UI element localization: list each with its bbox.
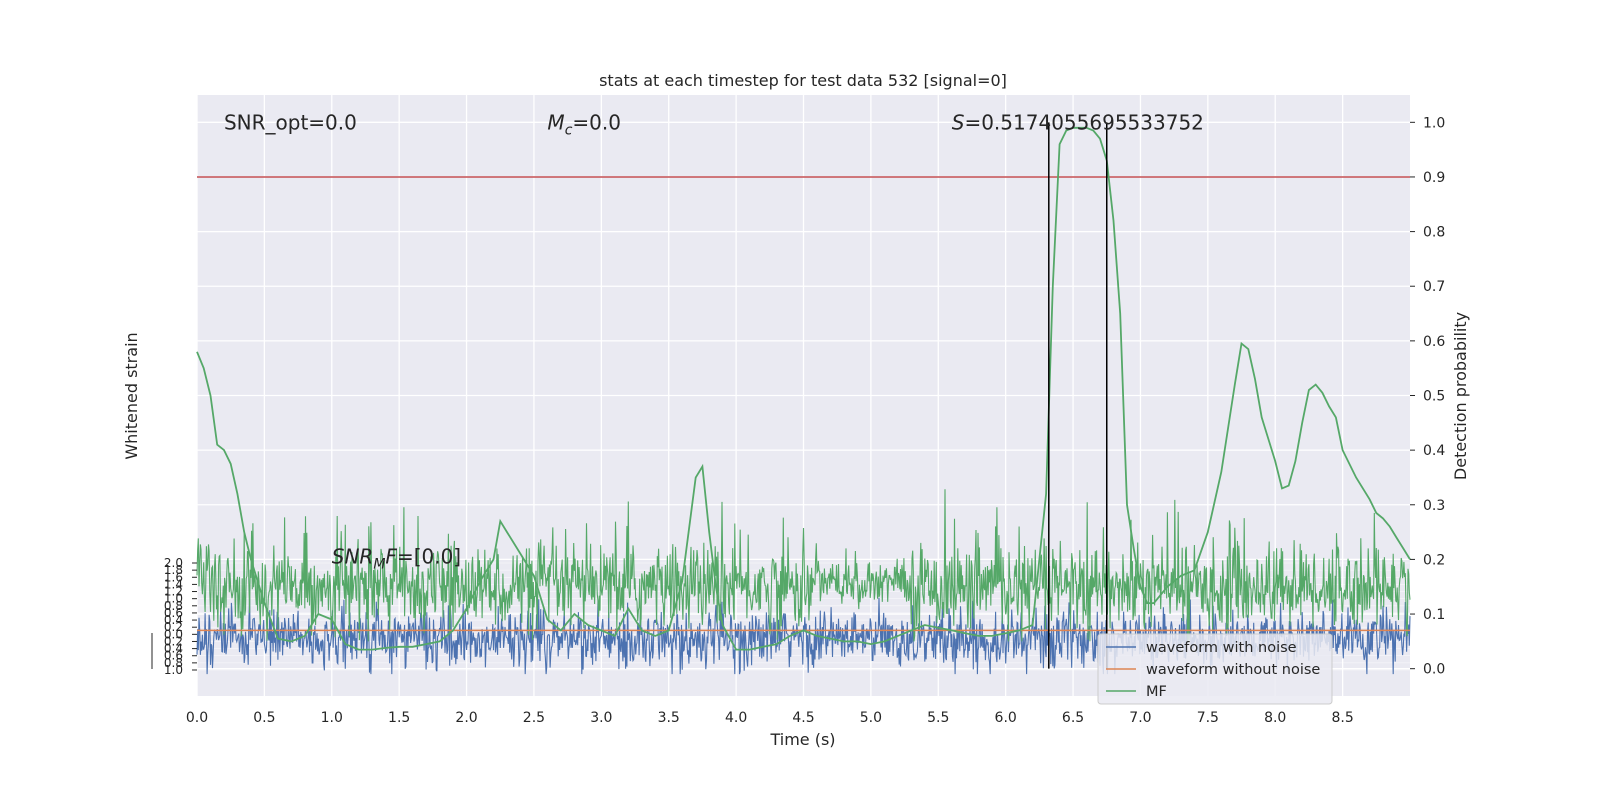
x-tick-label: 7.0: [1129, 710, 1151, 726]
x-tick-label: 8.0: [1264, 710, 1286, 726]
x-tick-label: 7.5: [1197, 710, 1219, 726]
annotation-part: M: [547, 110, 564, 134]
x-tick-label: 4.0: [725, 710, 747, 726]
legend: waveform with noise waveform without noi…: [1097, 633, 1333, 705]
x-tick-label: 3.5: [658, 710, 680, 726]
x-tick-label: 1.0: [321, 710, 343, 726]
x-tick-label: 2.5: [523, 710, 545, 726]
right-y-tick-label: 0.8: [1423, 225, 1445, 241]
left-y-tick-label: 0.2: [164, 620, 183, 634]
annotation-1: Mc=0.0: [547, 110, 621, 138]
x-axis-label: Time (s): [769, 730, 835, 749]
left-y-tick-label: 0.4: [164, 613, 183, 627]
legend-label-waveform-with-noise: waveform with noise: [1146, 640, 1297, 656]
x-tick-label: 0.5: [253, 710, 275, 726]
x-tick-label: 5.0: [860, 710, 882, 726]
left-y-tick-label: 1.8: [164, 563, 183, 577]
x-tick-label: 3.0: [590, 710, 612, 726]
annotation-part: M: [373, 557, 385, 573]
left-y-tick-label: 0.4: [164, 642, 183, 656]
x-tick-label: 6.5: [1062, 710, 1084, 726]
legend-box: [1097, 633, 1333, 705]
right-y-tick-label: 0.2: [1423, 552, 1445, 568]
left-y-tick-label: 0.6: [164, 649, 183, 663]
left-y-tick-label: 1.6: [164, 570, 183, 584]
right-y-axis-label: Detection probability: [1451, 312, 1470, 480]
left-y-axis-label: Whitened strain: [122, 332, 141, 459]
legend-label-waveform-without-noise: waveform without noise: [1146, 662, 1320, 678]
left-y-tick-label: 0.2: [164, 634, 183, 648]
detection-probability-line: [196, 126, 1411, 651]
right-y-tick-label: 0.5: [1423, 389, 1445, 405]
left-y-tick-label: 0.6: [164, 606, 183, 620]
annotation-part: F: [385, 545, 397, 569]
left-y-tick-label: 0.8: [164, 656, 183, 670]
annotation-part: SNR: [332, 545, 374, 569]
right-y-tick-label: 0.1: [1423, 607, 1445, 623]
x-tick-label: 8.5: [1331, 710, 1353, 726]
x-tick-label: 6.0: [995, 710, 1017, 726]
x-tick-label: 2.0: [455, 710, 477, 726]
annotation-part: =0.0: [572, 110, 621, 134]
annotation-part: S: [952, 110, 965, 134]
right-y-tick-label: 0.7: [1423, 279, 1445, 295]
left-y-tick-label: 0.0: [164, 627, 183, 641]
right-y-tick-label: 0.6: [1423, 334, 1445, 350]
right-y-tick-label: 0.9: [1423, 170, 1445, 186]
legend-label-mf: MF: [1146, 684, 1167, 700]
annotation-part: =0.5174055695533752: [964, 110, 1203, 134]
annotation-0: SNR_opt=0.0: [224, 110, 357, 134]
annotation-3: SNRMF=[0.0]: [332, 545, 461, 573]
annotations: SNR_opt=0.0 Mc=0.0 S=0.5174055695533752 SNR…: [224, 110, 1204, 572]
series-mf: [196, 489, 1411, 642]
annotation-2: S=0.5174055695533752: [952, 110, 1204, 134]
left-y-tick-label: 1.0: [164, 592, 183, 606]
right-y-tick-label: 0.3: [1423, 498, 1445, 514]
annotation-part: c: [565, 122, 573, 138]
left-y-tick-label: 1.0: [164, 663, 183, 677]
x-tick-label: 0.0: [186, 710, 208, 726]
right-y-tick-label: 0.4: [1423, 443, 1445, 459]
ticks: 0.0 0.5 1.0 1.5 2.0 2.5 3.0 3.5 4.0 4.5 5.0 5.5 6.0 6…: [151, 115, 1445, 726]
left-y-tick-label: 1.2: [164, 585, 183, 599]
x-tick-label: 5.5: [927, 710, 949, 726]
chart-title: stats at each timestep for test data 532…: [599, 71, 1007, 90]
overlays: [196, 122, 1411, 669]
annotation-part: =[0.0]: [397, 545, 461, 569]
right-y-tick-label: 0.0: [1423, 662, 1445, 678]
left-y-tick-label: 0.8: [164, 599, 183, 613]
x-tick-label: 1.5: [388, 710, 410, 726]
left-y-tick-label: 1.4: [164, 577, 183, 591]
right-y-tick-label: 1.0: [1423, 115, 1445, 131]
left-y-tick-label: 2.0: [164, 556, 183, 570]
x-tick-label: 4.5: [792, 710, 814, 726]
